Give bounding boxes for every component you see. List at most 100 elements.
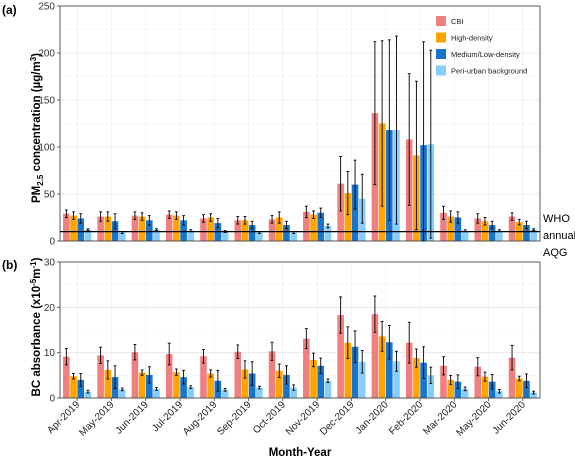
bar-b-13-2 [523, 380, 530, 398]
who-label-line-3: AQG [543, 247, 567, 259]
bar-b-13-1 [515, 378, 523, 398]
bar-a-11-3 [461, 230, 469, 241]
bar-a-6-3 [290, 232, 297, 241]
bar-a-4-0 [200, 218, 207, 241]
bar-b-13-3 [530, 392, 537, 398]
panel-b-ylabel: BC absorbance (x10-5m-1) [29, 257, 43, 396]
x-axis-title: Month-Year [269, 447, 332, 459]
bar-a-4-1 [207, 217, 214, 241]
legend-swatch-3 [436, 65, 446, 76]
bar-b-8-1 [344, 342, 352, 398]
bar-a-2-2 [146, 220, 153, 241]
legend-entry-1: High-density [451, 34, 493, 43]
bar-a-0-2 [77, 218, 85, 241]
bar-b-1-1 [104, 369, 112, 398]
bar-b-5-2 [248, 373, 256, 398]
x-tick-label: Jun-2019 [114, 399, 152, 437]
y-tick-label-a: 200 [38, 49, 55, 60]
bar-a-3-3 [187, 230, 195, 241]
legend-entry-3: Peri-urban background [451, 67, 527, 76]
x-tick-label: Oct-2019 [251, 399, 288, 436]
bar-a-12-2 [488, 225, 496, 241]
bar-a-11-0 [440, 212, 447, 241]
who-label-line-2: annual [543, 230, 575, 242]
bar-a-1-3 [118, 232, 126, 241]
bar-b-12-2 [488, 381, 496, 398]
x-tick-label: Jan-2020 [354, 399, 392, 437]
bar-b-6-3 [290, 387, 297, 398]
bar-b-9-0 [371, 314, 379, 398]
bar-b-2-3 [153, 388, 160, 398]
who-label: WHO annual AQG [543, 213, 575, 259]
y-tick-label-b: 30 [44, 258, 56, 269]
bar-a-6-1 [275, 217, 283, 241]
bar-b-11-3 [461, 388, 469, 398]
bar-b-5-0 [234, 351, 242, 398]
bar-b-4-3 [221, 389, 229, 398]
bar-b-3-1 [173, 372, 180, 398]
bar-b-8-0 [337, 315, 344, 398]
bar-a-2-1 [138, 216, 146, 241]
bar-b-6-2 [283, 374, 290, 398]
bar-b-3-3 [187, 387, 195, 398]
legend-swatch-2 [436, 49, 446, 59]
bar-b-8-2 [351, 346, 359, 398]
x-tick-label: Dec-2019 [318, 399, 357, 438]
bc-panel: (b) BC absorbance (x10-5m-1) 0 10 20 30 Apr… [2, 257, 541, 459]
bar-a-8-0 [337, 183, 344, 241]
bar-b-12-3 [496, 391, 503, 398]
bar-a-13-2 [523, 225, 530, 241]
who-label-line-1: WHO [543, 213, 570, 225]
bar-b-1-0 [97, 355, 104, 398]
bar-b-7-1 [310, 359, 317, 398]
legend-swatch-1 [436, 32, 446, 43]
bar-b-2-1 [138, 372, 146, 398]
legend: CBI High-density Medium/Low-density Peri-ur… [436, 16, 527, 76]
panel-border-a [59, 5, 541, 242]
x-tick-label: May-2020 [454, 399, 494, 439]
bar-b-12-0 [474, 366, 482, 398]
bar-b-9-1 [378, 336, 386, 398]
panel-a-label: (a) [2, 3, 17, 17]
panel-a-frame [59, 5, 541, 242]
bar-a-7-2 [317, 212, 325, 241]
bar-b-0-1 [70, 376, 77, 398]
y-tick-label-a: 250 [38, 2, 55, 13]
bar-a-11-2 [454, 217, 462, 241]
legend-entry-2: Medium/Low-density [451, 50, 520, 59]
x-tick-label: Jun-2020 [491, 399, 529, 437]
x-tick-label: Feb-2020 [387, 399, 425, 437]
y-tick-label-b: 10 [44, 348, 56, 359]
x-tick-label: May-2019 [77, 399, 117, 439]
bar-b-12-1 [481, 376, 489, 398]
x-tick-label: Nov-2019 [284, 399, 323, 438]
panel-a-grid [60, 5, 540, 242]
bar-a-0-0 [63, 213, 70, 241]
bar-a-6-2 [283, 225, 290, 241]
bar-b-3-2 [180, 377, 187, 398]
bar-a-3-1 [173, 215, 180, 241]
x-tick-label: Aug-2019 [181, 399, 220, 438]
panel-border-b [59, 261, 541, 399]
bar-a-5-3 [256, 232, 263, 241]
panel-b-bars [63, 295, 537, 398]
bar-a-3-2 [180, 220, 187, 241]
bar-a-5-1 [241, 220, 249, 241]
bar-a-13-3 [530, 229, 537, 241]
legend-entry-0: CBI [451, 17, 464, 26]
bar-b-7-0 [303, 338, 310, 398]
pm25-panel: (a) PM2.5 concentration (µg/m3) 0 50 100 15… [2, 2, 575, 260]
bar-a-7-1 [310, 214, 317, 241]
bar-b-0-0 [63, 356, 70, 398]
bar-b-6-1 [275, 370, 283, 398]
y-tick-label-b: 20 [44, 303, 56, 314]
bar-b-3-0 [165, 354, 173, 398]
bar-a-2-0 [131, 215, 139, 241]
y-tick-label-a: 150 [38, 96, 55, 107]
x-tick-label: Jul-2019 [150, 399, 185, 434]
panel-a-bars [63, 35, 537, 242]
panel-b-label: (b) [2, 258, 17, 272]
bar-b-11-1 [447, 379, 454, 398]
bar-b-10-2 [420, 362, 427, 398]
